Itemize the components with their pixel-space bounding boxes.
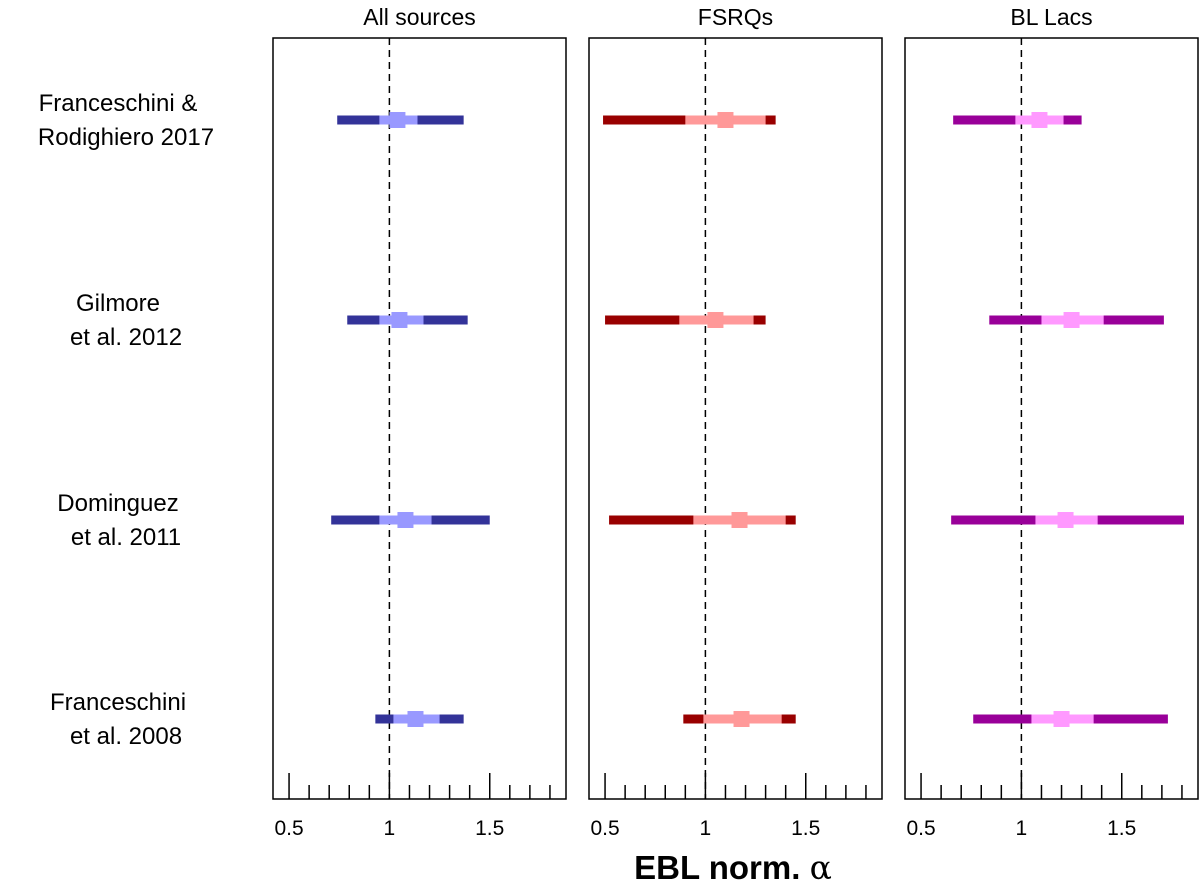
point-estimate: [407, 711, 424, 727]
tick-label: 1.5: [1107, 817, 1136, 840]
point-estimate: [717, 112, 734, 128]
x-axis-label: EBL norm. α: [634, 848, 832, 887]
tick-label: 1: [700, 817, 712, 840]
point-estimate: [1053, 711, 1070, 727]
point-estimate: [1031, 112, 1048, 128]
model-label-line: et al. 2011: [71, 524, 181, 551]
point-estimate: [389, 112, 406, 128]
panel-title: All sources: [363, 4, 475, 30]
panel-frame: [904, 37, 1199, 800]
model-label-line: Franceschini &: [39, 90, 198, 117]
model-label-line: Rodighiero 2017: [38, 124, 214, 151]
model-label-line: et al. 2008: [70, 723, 182, 750]
point-estimate: [707, 312, 724, 328]
panel-frame: [588, 37, 883, 800]
point-estimate: [1057, 512, 1074, 528]
point-estimate: [397, 512, 414, 528]
tick-label: 1.5: [475, 817, 504, 840]
point-estimate: [391, 312, 408, 328]
panel-all-sources: All sources 0.5 1 1.5: [272, 4, 567, 840]
panel-title: FSRQs: [698, 4, 773, 30]
model-label-line: Gilmore: [76, 290, 160, 317]
point-estimate: [1063, 312, 1080, 328]
model-label-line: et al. 2012: [70, 324, 182, 351]
model-label-line: Franceschini: [50, 689, 186, 716]
x-axis-label-text: EBL norm.: [634, 849, 800, 886]
tick-label: 0.5: [590, 817, 619, 840]
tick-label: 1: [1016, 817, 1028, 840]
x-axis-label-symbol: α: [810, 848, 832, 887]
tick-label: 1: [384, 817, 396, 840]
panel-title: BL Lacs: [1010, 4, 1092, 30]
model-label-line: Dominguez: [57, 490, 178, 517]
point-estimate: [731, 512, 748, 528]
tick-label: 0.5: [274, 817, 303, 840]
point-estimate: [733, 711, 750, 727]
tick-label: 0.5: [906, 817, 935, 840]
tick-label: 1.5: [791, 817, 820, 840]
panel-fsrqs: FSRQs 0.5 1 1.5: [588, 4, 883, 840]
panel-frame: [272, 37, 567, 800]
panel-bl-lacs: BL Lacs 0.5 1 1.5: [904, 4, 1199, 840]
